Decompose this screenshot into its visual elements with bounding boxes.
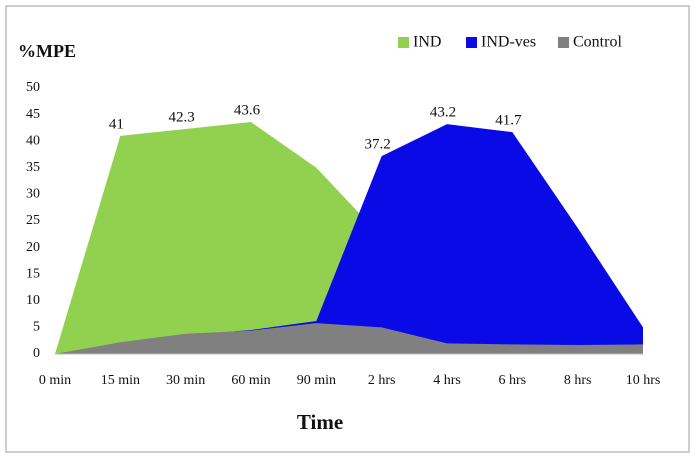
y-tick-label: 15 [26, 266, 40, 281]
y-tick-label: 50 [26, 80, 40, 95]
x-tick-label: 10 hrs [626, 373, 661, 388]
x-tick-label: 4 hrs [433, 373, 461, 388]
area [55, 122, 643, 354]
y-tick-label: 10 [26, 293, 40, 308]
data-label: 37.2 [365, 137, 391, 153]
y-tick-label: 30 [26, 187, 40, 202]
data-label: 41.7 [495, 113, 522, 129]
x-tick-label: 8 hrs [564, 373, 592, 388]
x-tick-label: 2 hrs [368, 373, 396, 388]
y-tick-label: 5 [33, 320, 40, 335]
x-tick-label: 60 min [231, 373, 270, 388]
x-tick-label: 30 min [166, 373, 205, 388]
y-tick-label: 35 [26, 160, 40, 175]
legend-swatch [398, 37, 409, 48]
x-tick-label: 90 min [297, 373, 336, 388]
y-tick-label: 40 [26, 133, 40, 148]
data-label: 43.6 [234, 102, 261, 118]
y-tick-label: 0 [33, 346, 40, 361]
legend-swatch [558, 37, 569, 48]
x-tick-label: 0 min [39, 373, 71, 388]
y-tick-label: 45 [26, 107, 40, 122]
area [55, 124, 643, 355]
data-label: 43.2 [430, 105, 456, 121]
data-label: 42.3 [169, 109, 195, 125]
x-tick-label: 15 min [101, 373, 140, 388]
data-label: 41 [109, 116, 124, 132]
x-tick-label: 6 hrs [499, 373, 527, 388]
y-tick-label: 25 [26, 213, 40, 228]
legend-label: IND [413, 34, 441, 51]
legend-swatch [466, 37, 477, 48]
y-tick-label: 20 [26, 240, 40, 255]
legend-label: Control [573, 34, 622, 51]
x-axis-label: Time [297, 410, 343, 434]
area [55, 323, 643, 354]
legend-label: IND-ves [481, 34, 536, 51]
chart-title: %MPE [18, 41, 76, 61]
